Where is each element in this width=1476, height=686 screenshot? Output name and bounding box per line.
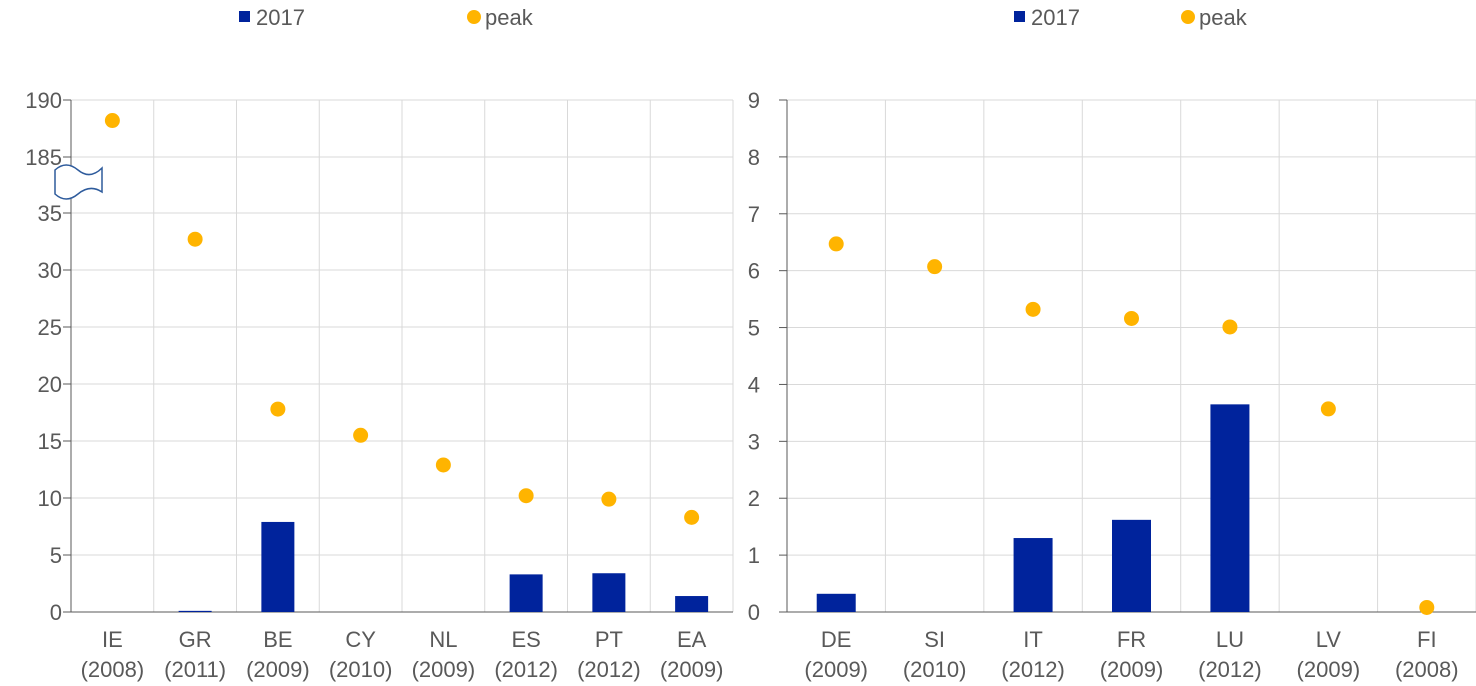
x-tick-label: EA — [677, 627, 707, 652]
bar-2017 — [178, 610, 212, 612]
x-tick-label-year: (2012) — [1198, 657, 1262, 682]
y-tick-label: 0 — [50, 600, 62, 625]
bar-2017 — [675, 596, 709, 612]
peak-dot — [270, 401, 286, 417]
bar-2017 — [1112, 519, 1151, 612]
legend-label-peak: peak — [485, 5, 534, 30]
x-tick-label: GR — [179, 627, 212, 652]
legend-label-2017: 2017 — [1031, 5, 1080, 30]
y-tick-label: 185 — [25, 145, 62, 170]
x-tick-label-year: (2012) — [494, 657, 558, 682]
x-tick-label: LV — [1316, 627, 1342, 652]
x-tick-label-year: (2008) — [81, 657, 145, 682]
legend-label-peak: peak — [1199, 5, 1248, 30]
y-tick-label: 5 — [748, 316, 760, 341]
bar-2017 — [509, 574, 543, 612]
peak-dot — [104, 113, 120, 129]
x-tick-label: DE — [821, 627, 852, 652]
x-tick-label-year: (2010) — [903, 657, 967, 682]
peak-dot — [187, 231, 203, 247]
x-tick-label-year: (2012) — [1001, 657, 1065, 682]
x-tick-label: IT — [1023, 627, 1043, 652]
peak-dot — [1222, 319, 1238, 335]
y-tick-label: 10 — [38, 486, 62, 511]
y-tick-label: 5 — [50, 543, 62, 568]
y-tick-label: 7 — [748, 202, 760, 227]
peak-dot — [1124, 310, 1139, 326]
x-tick-label: IE — [102, 627, 123, 652]
legend-swatch-peak — [467, 10, 481, 24]
peak-dot — [684, 509, 700, 525]
x-tick-label: LU — [1216, 627, 1244, 652]
chart-2: 0 1 2 3 4 5 6 7 8 9 DE (2009) SI (2010) IT (2012) FR (200… — [748, 5, 1476, 682]
x-tick-label-year: (2008) — [1395, 657, 1459, 682]
x-tick-label-year: (2009) — [660, 657, 724, 682]
y-tick-label: 2 — [748, 486, 760, 511]
x-tick-label-year: (2010) — [329, 657, 393, 682]
x-tick-label-year: (2009) — [412, 657, 476, 682]
x-tick-label-year: (2009) — [804, 657, 868, 682]
y-tick-label: 190 — [25, 88, 62, 113]
y-tick-label: 1 — [748, 543, 760, 568]
x-tick-label: NL — [429, 627, 457, 652]
x-tick-label-year: (2009) — [1297, 657, 1361, 682]
peak-dot — [601, 491, 617, 507]
legend-label-2017: 2017 — [256, 5, 305, 30]
y-tick-label: 0 — [748, 600, 760, 625]
peak-dot — [518, 488, 534, 504]
x-tick-label: BE — [263, 627, 292, 652]
x-tick-label-year: (2009) — [1100, 657, 1164, 682]
x-tick-label-year: (2012) — [577, 657, 641, 682]
peak-dot — [435, 457, 451, 473]
x-tick-label-year: (2009) — [246, 657, 310, 682]
x-tick-label: CY — [345, 627, 376, 652]
peak-dot — [927, 259, 943, 275]
peak-dot — [1419, 599, 1435, 615]
y-tick-label: 9 — [748, 88, 760, 113]
peak-dot — [1025, 301, 1041, 317]
x-tick-label: FR — [1117, 627, 1146, 652]
y-tick-label: 35 — [38, 201, 62, 226]
y-tick-label: 15 — [38, 429, 62, 454]
y-tick-label: 4 — [748, 372, 760, 397]
bar-2017 — [261, 521, 295, 612]
y-tick-label: 8 — [748, 145, 760, 170]
x-tick-label: FI — [1417, 627, 1437, 652]
y-tick-label: 20 — [38, 372, 62, 397]
chart-1: 0 5 10 15 20 25 30 35 185 190 IE (2008) GR (2011) BE (2… — [25, 5, 734, 682]
y-tick-label: 30 — [38, 258, 62, 283]
legend-swatch-2017 — [239, 11, 250, 22]
x-tick-label: PT — [595, 627, 623, 652]
peak-dot — [828, 236, 844, 252]
axis-break-marker — [54, 164, 103, 200]
x-tick-label: ES — [511, 627, 540, 652]
bar-2017 — [816, 593, 856, 612]
y-tick-label: 25 — [38, 315, 62, 340]
y-tick-label: 3 — [748, 429, 760, 454]
x-tick-label-year: (2011) — [164, 657, 226, 682]
x-tick-label: SI — [924, 627, 945, 652]
y-tick-label: 6 — [748, 259, 760, 284]
legend-swatch-2017 — [1014, 11, 1025, 22]
bar-2017 — [1210, 404, 1250, 612]
peak-dot — [1320, 401, 1336, 417]
legend-swatch-peak — [1181, 10, 1195, 24]
bar-2017 — [1013, 538, 1053, 612]
bar-2017 — [592, 573, 626, 612]
peak-dot — [353, 427, 369, 443]
